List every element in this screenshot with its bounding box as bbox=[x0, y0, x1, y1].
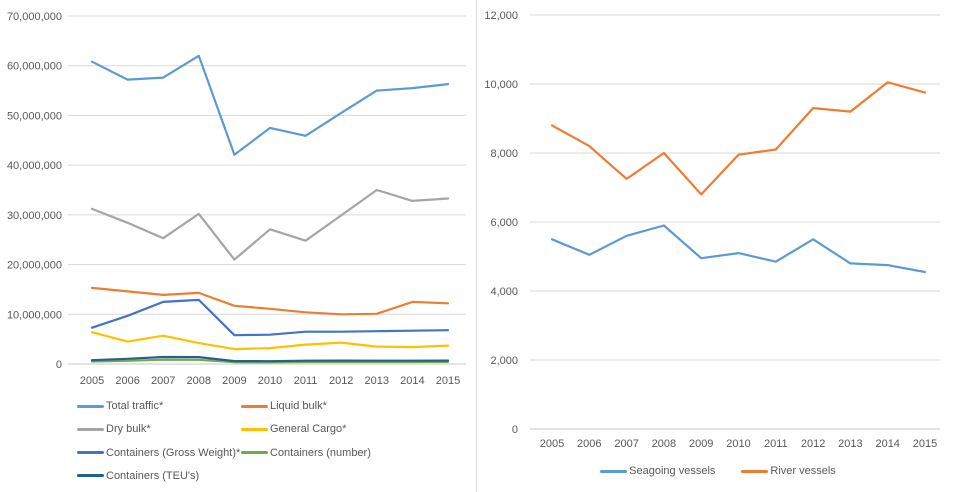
y-tick-label: 10,000 bbox=[484, 79, 518, 91]
river-vessels-line bbox=[550, 81, 927, 196]
y-tick-label: 40,000,000 bbox=[7, 160, 62, 172]
legend-line-marker-icon bbox=[241, 427, 268, 431]
legend-label: General Cargo* bbox=[270, 423, 347, 436]
x-tick-label: 2013 bbox=[365, 375, 389, 387]
y-tick-label: 10,000,000 bbox=[7, 309, 62, 321]
y-tick-label: 60,000,000 bbox=[7, 61, 62, 73]
x-tick-label: 2007 bbox=[614, 438, 638, 450]
dry-bulk-line bbox=[90, 188, 450, 261]
x-tick-label: 2012 bbox=[329, 375, 353, 387]
x-tick-label: 2014 bbox=[400, 375, 424, 387]
legend-line-marker-icon bbox=[77, 451, 104, 455]
legend-item-seagoing-vessels: Seagoing vessels bbox=[600, 464, 715, 478]
x-tick-label: 2015 bbox=[436, 375, 460, 387]
x-tick-label: 2011 bbox=[764, 438, 788, 450]
y-tick-label: 50,000,000 bbox=[7, 110, 62, 122]
legend-item-total-traffic: Total traffic* bbox=[77, 399, 163, 413]
legend-label: Containers (number) bbox=[270, 446, 371, 459]
legend-label: Dry bulk* bbox=[106, 423, 151, 436]
legend-label: Seagoing vessels bbox=[629, 465, 716, 477]
legend-item-containers-gross-weight: Containers (Gross Weight)* bbox=[77, 446, 240, 460]
x-tick-label: 2014 bbox=[875, 438, 899, 450]
x-tick-label: 2006 bbox=[115, 375, 139, 387]
chart-divider bbox=[476, 0, 477, 492]
legend-item-containers-teu-s: Containers (TEU's) bbox=[77, 469, 199, 483]
legend-line-marker-icon bbox=[77, 474, 104, 478]
legend-item-river-vessels: River vessels bbox=[741, 464, 836, 478]
legend: Seagoing vessels River vessels bbox=[478, 464, 958, 478]
x-tick-label: 2007 bbox=[151, 375, 175, 387]
x-tick-label: 2015 bbox=[913, 438, 937, 450]
seagoing-vessels-line bbox=[550, 224, 927, 274]
y-tick-label: 6,000 bbox=[490, 217, 518, 229]
legend-line-marker-icon bbox=[741, 469, 769, 473]
y-tick-label: 0 bbox=[512, 424, 518, 436]
x-tick-label: 2010 bbox=[258, 375, 282, 387]
legend-label: Liquid bulk* bbox=[270, 400, 327, 412]
legend-item-containers-number: Containers (number) bbox=[241, 446, 371, 460]
y-tick-label: 30,000,000 bbox=[7, 210, 62, 222]
x-tick-label: 2008 bbox=[187, 375, 211, 387]
y-tick-label: 2,000 bbox=[490, 355, 518, 367]
containers-number-line bbox=[90, 358, 450, 364]
x-tick-label: 2009 bbox=[689, 438, 713, 450]
legend-label: River vessels bbox=[770, 465, 836, 477]
legend-label: Containers (Gross Weight)* bbox=[106, 446, 241, 459]
x-tick-label: 2013 bbox=[838, 438, 862, 450]
legend-line-marker-icon bbox=[77, 427, 104, 431]
legend-line-marker-icon bbox=[77, 404, 104, 408]
cargo-traffic-chart: 70,000,000 60,000,000 50,000,000 40,000,000… bbox=[0, 0, 478, 492]
legend-item-liquid-bulk: Liquid bulk* bbox=[241, 399, 327, 413]
legend-label: Total traffic* bbox=[106, 400, 164, 412]
general-cargo-line bbox=[90, 331, 450, 351]
y-tick-label: 70,000,000 bbox=[7, 11, 62, 23]
y-tick-label: 4,000 bbox=[490, 286, 518, 298]
x-tick-label: 2005 bbox=[80, 375, 104, 387]
y-tick-label: 20,000,000 bbox=[7, 260, 62, 272]
legend-item-general-cargo: General Cargo* bbox=[241, 422, 346, 436]
y-tick-label: 0 bbox=[56, 359, 62, 371]
vessels-chart: 12,000 10,000 8,000 6,000 4,000 2,000 0 2005 200… bbox=[478, 0, 958, 492]
containers-gross-weight-line bbox=[90, 298, 450, 337]
x-tick-label: 2011 bbox=[294, 375, 318, 387]
x-tick-label: 2010 bbox=[726, 438, 750, 450]
liquid-bulk-line bbox=[90, 286, 450, 316]
legend-line-marker-icon bbox=[600, 469, 628, 473]
x-tick-label: 2009 bbox=[222, 375, 246, 387]
y-tick-label: 8,000 bbox=[490, 148, 518, 160]
y-tick-label: 12,000 bbox=[484, 10, 518, 22]
legend-line-marker-icon bbox=[241, 404, 268, 408]
x-tick-label: 2008 bbox=[652, 438, 676, 450]
containers-teu-s-line bbox=[90, 355, 450, 363]
x-tick-label: 2012 bbox=[801, 438, 825, 450]
legend-line-marker-icon bbox=[241, 451, 268, 455]
legend-label: Containers (TEU's) bbox=[106, 469, 200, 482]
x-tick-label: 2005 bbox=[540, 438, 564, 450]
x-tick-label: 2006 bbox=[577, 438, 601, 450]
vessel-calls-plot: 12,000 10,000 8,000 6,000 4,000 2,000 0 2005 200… bbox=[484, 10, 940, 450]
total-traffic-line bbox=[90, 54, 450, 156]
legend-item-dry-bulk: Dry bulk* bbox=[77, 422, 151, 436]
port-cargo-traffic-plot: 70,000,000 60,000,000 50,000,000 40,000,000… bbox=[7, 11, 466, 387]
